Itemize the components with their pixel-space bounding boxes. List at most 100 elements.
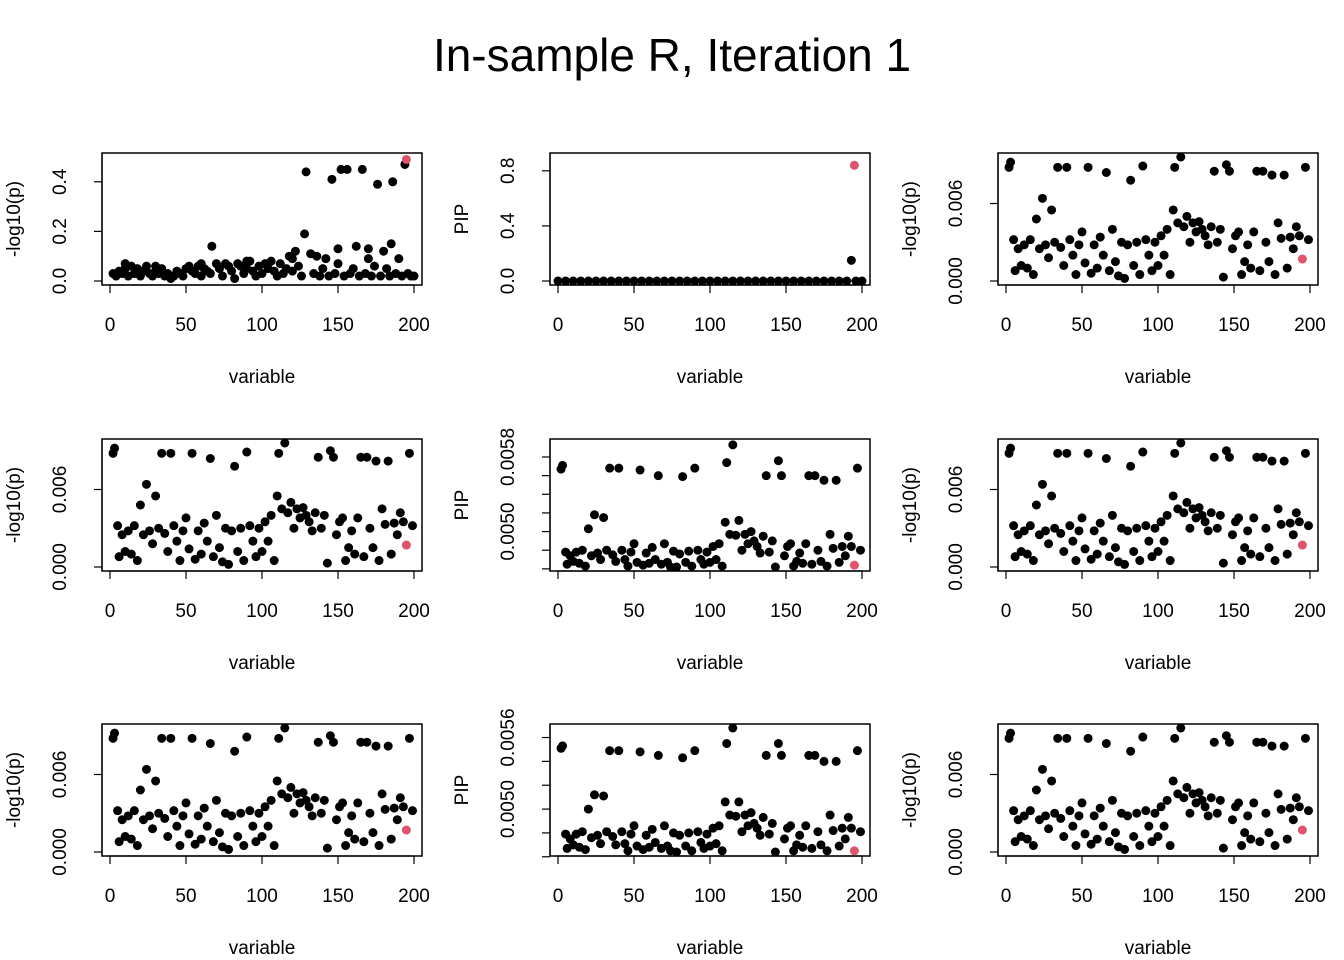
data-point: [1086, 268, 1096, 278]
data-point: [1179, 508, 1189, 518]
data-point: [300, 229, 310, 239]
data-point: [1107, 795, 1117, 805]
data-point: [269, 556, 279, 566]
data-point: [342, 164, 352, 174]
data-point: [1194, 788, 1204, 798]
data-point: [298, 503, 308, 513]
data-point: [187, 448, 197, 458]
data-point: [377, 789, 387, 799]
data-point: [347, 526, 357, 536]
data-point: [1050, 523, 1060, 533]
data-point: [230, 274, 240, 284]
data-point: [1300, 448, 1310, 458]
data-point: [623, 846, 633, 856]
data-point: [236, 808, 246, 818]
data-point: [822, 846, 832, 856]
data-point: [798, 842, 808, 852]
data-point: [1291, 222, 1301, 232]
data-point: [266, 256, 276, 266]
data-point: [1282, 263, 1292, 273]
data-point: [374, 556, 384, 566]
data-point: [614, 276, 624, 286]
data-point: [611, 556, 621, 566]
data-point: [407, 521, 417, 531]
data-point: [129, 806, 139, 816]
data-point: [1144, 250, 1154, 260]
data-point: [322, 558, 332, 568]
data-point: [1194, 503, 1204, 513]
data-point: [722, 458, 732, 468]
data-point: [678, 753, 688, 763]
x-tick-label: 0: [105, 601, 116, 622]
data-point: [1206, 508, 1216, 518]
data-point: [151, 776, 161, 786]
highlighted-point: [401, 540, 411, 550]
data-point: [843, 812, 853, 822]
data-point: [1162, 224, 1172, 234]
data-point: [274, 448, 284, 458]
x-tick-label: 200: [398, 886, 430, 907]
data-point: [1107, 510, 1117, 520]
x-tick-label: 0: [553, 886, 564, 907]
data-point: [224, 559, 234, 569]
data-point: [331, 530, 341, 540]
data-point: [752, 823, 762, 833]
data-point: [714, 539, 724, 549]
data-point: [1047, 776, 1057, 786]
x-tick-label: 0: [1001, 886, 1012, 907]
data-point: [1150, 808, 1160, 818]
data-point: [307, 526, 317, 536]
y-axis-title: PIP: [452, 490, 473, 521]
data-point: [160, 528, 170, 538]
data-point: [734, 515, 744, 525]
y-tick-label: 0.000: [50, 543, 71, 591]
data-point: [667, 276, 677, 286]
data-point: [1209, 166, 1219, 176]
data-point: [1300, 733, 1310, 743]
x-tick-label: 200: [846, 315, 878, 336]
data-point: [266, 795, 276, 805]
data-point: [1212, 237, 1222, 247]
data-point: [123, 526, 133, 536]
data-point: [1089, 240, 1099, 250]
data-point: [621, 276, 631, 286]
data-point: [1074, 240, 1084, 250]
data-point: [1182, 211, 1192, 221]
data-point: [629, 539, 639, 549]
x-tick-label: 0: [105, 886, 116, 907]
data-point: [846, 255, 856, 265]
data-point: [196, 259, 206, 269]
data-point: [304, 517, 314, 527]
data-point: [1159, 536, 1169, 546]
data-point: [344, 543, 354, 553]
data-point: [1270, 556, 1280, 566]
data-point: [599, 276, 609, 286]
data-point: [1041, 811, 1051, 821]
data-point: [1170, 448, 1180, 458]
data-point: [333, 259, 343, 269]
data-point: [641, 830, 651, 840]
data-point: [1006, 157, 1016, 167]
x-axis-title: variable: [677, 938, 744, 959]
data-point: [248, 536, 258, 546]
data-point: [702, 547, 712, 557]
data-point: [1240, 543, 1250, 553]
data-point: [831, 756, 841, 766]
data-point: [1209, 737, 1219, 747]
data-point: [813, 545, 823, 555]
data-point: [365, 523, 375, 533]
data-point: [113, 806, 123, 816]
data-point: [577, 827, 587, 837]
data-point: [626, 829, 636, 839]
data-point: [596, 555, 606, 565]
data-point: [330, 269, 340, 279]
data-point: [1234, 513, 1244, 523]
data-point: [1150, 523, 1160, 533]
data-point: [374, 841, 384, 851]
data-point: [855, 827, 865, 837]
data-point: [781, 276, 791, 286]
data-point: [720, 797, 730, 807]
data-point: [825, 529, 835, 539]
data-point: [1104, 266, 1114, 276]
data-point: [382, 264, 392, 274]
